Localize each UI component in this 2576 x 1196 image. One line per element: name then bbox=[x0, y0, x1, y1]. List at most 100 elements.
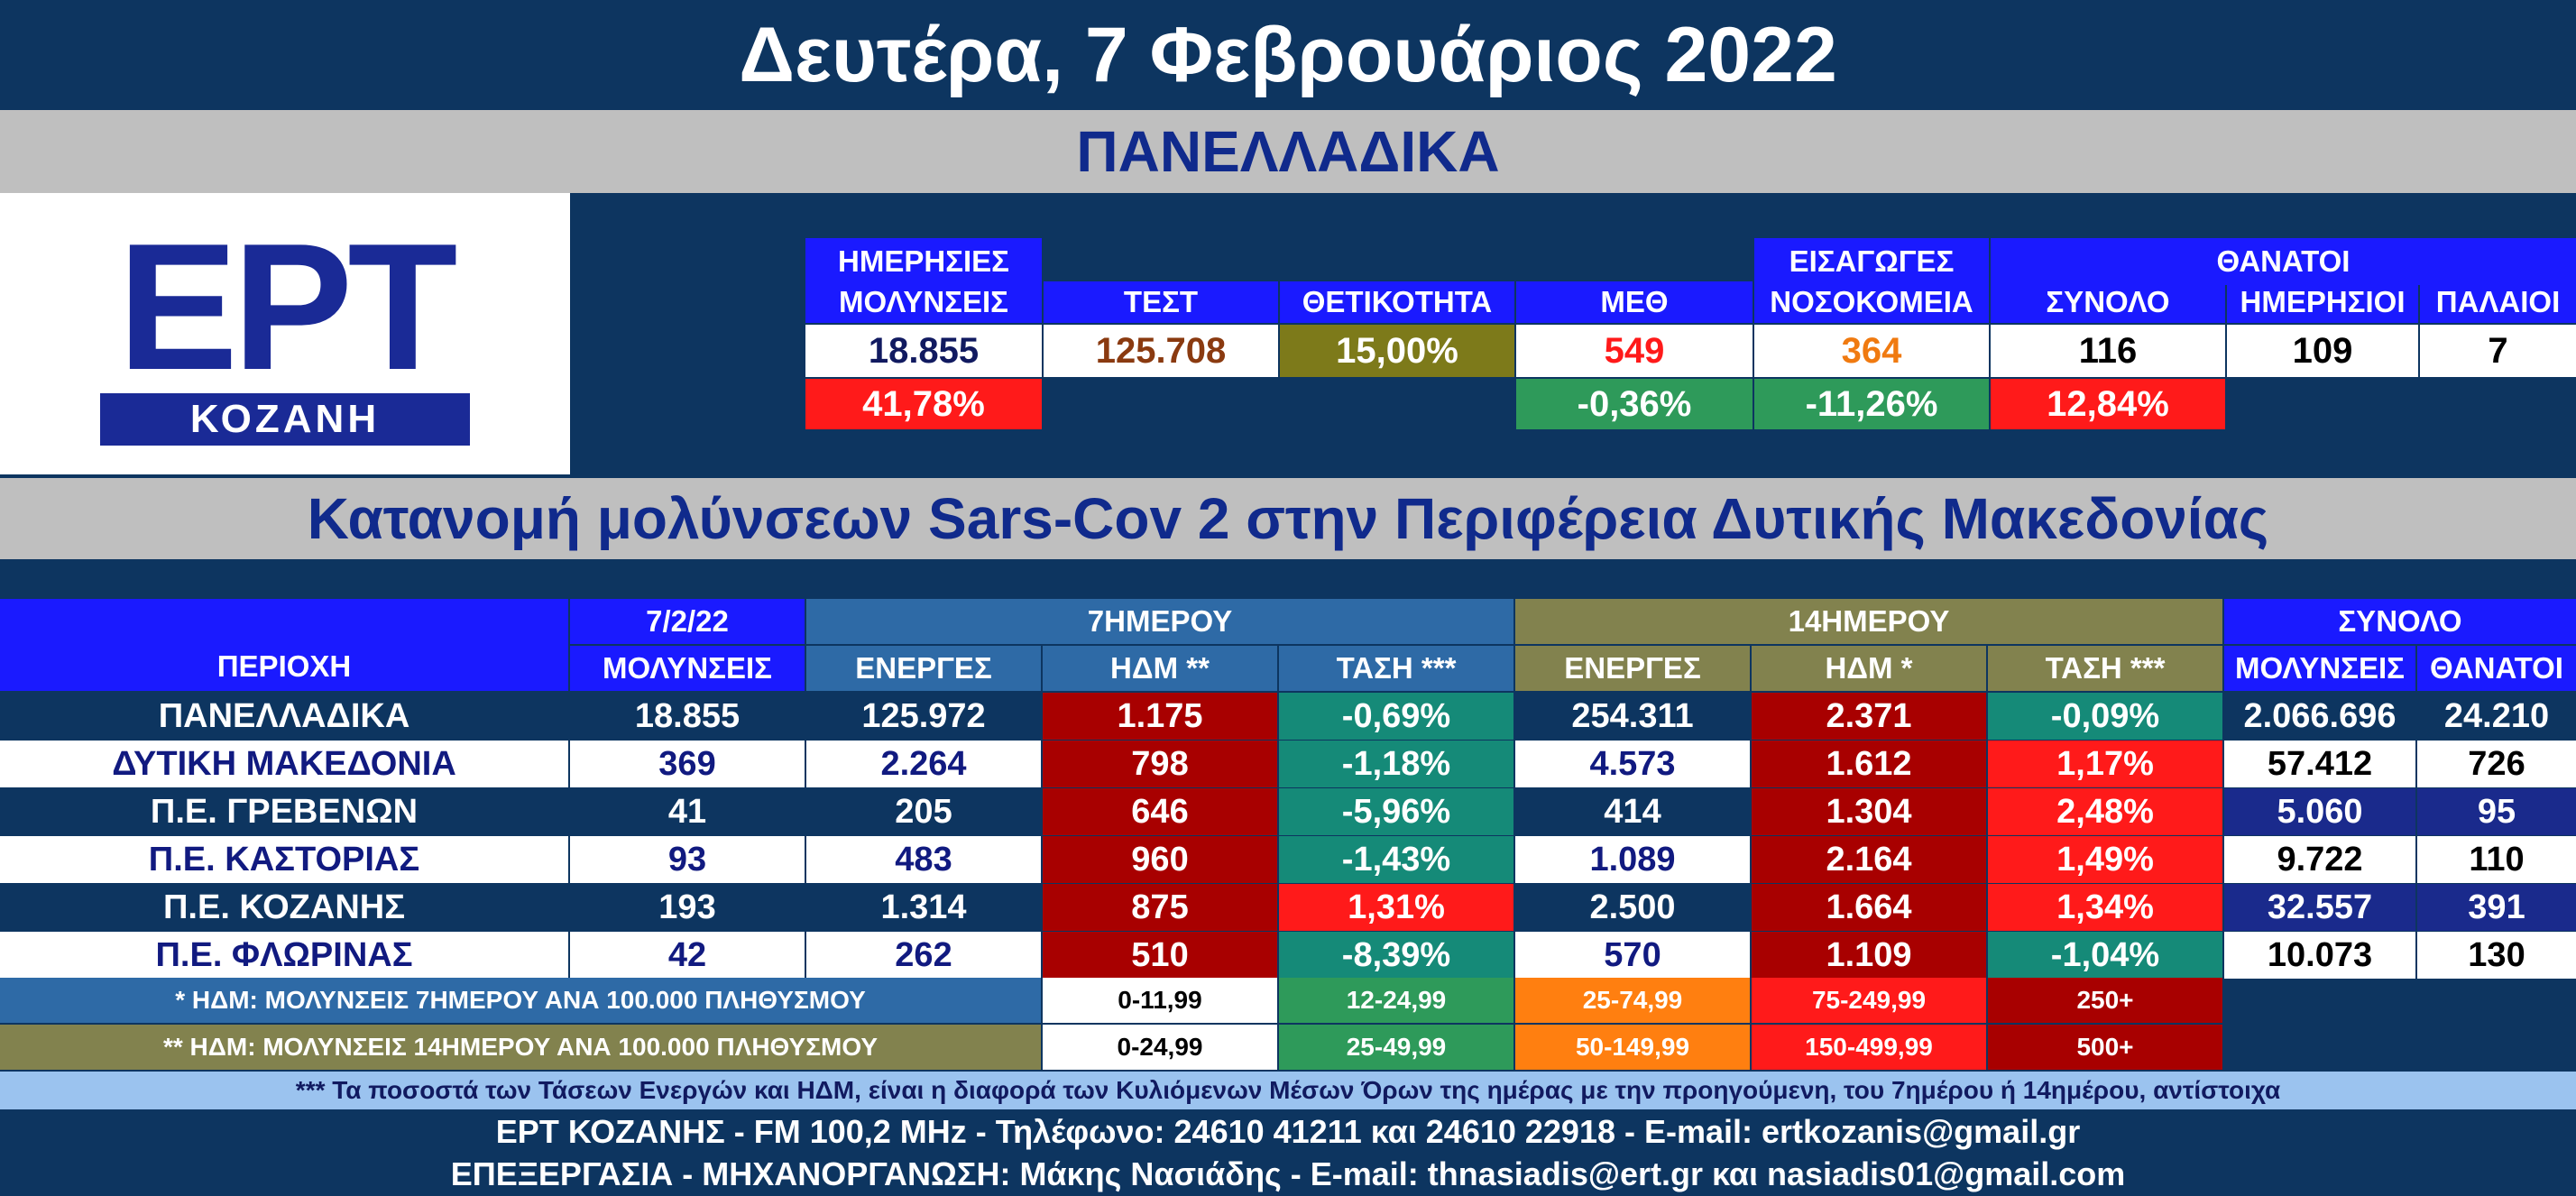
table-cell-day: 42 bbox=[570, 932, 805, 979]
val-deaths-old: 7 bbox=[2420, 325, 2576, 377]
footer-credits: ΕΠΕΞΕΡΓΑΣΙΑ - ΜΗΧΑΝΟΡΓΑΝΩΣΗ: Μάκης Νασιά… bbox=[450, 1155, 2126, 1192]
table-cell-dth: 110 bbox=[2417, 836, 2576, 883]
table-cell-inf: 5.060 bbox=[2224, 788, 2415, 835]
hdr-daily-2: ΜΟΛΥΝΣΕΙΣ bbox=[805, 281, 1042, 323]
val-test: 125.708 bbox=[1044, 325, 1278, 377]
table-cell-area: ΠΑΝΕΛΛΑΔΙΚΑ bbox=[0, 693, 568, 740]
national-band: ΠΑΝΕΛΛΑΔΙΚΑ bbox=[0, 110, 2576, 193]
hdr-deaths: ΘΑΝΑΤΟΙ bbox=[1991, 238, 2576, 285]
chg-icu: -0,36% bbox=[1516, 379, 1753, 429]
val-icu: 549 bbox=[1516, 325, 1753, 377]
logo-ept-text: ΕΡΤ bbox=[117, 207, 458, 408]
table-cell-n14: 2.164 bbox=[1752, 836, 1986, 883]
legend-range-r7: 75-249,99 bbox=[1752, 978, 1986, 1023]
table-cell-area: Π.Ε. ΦΛΩΡΙΝΑΣ bbox=[0, 932, 568, 979]
th-area: ΠΕΡΙΟΧΗ bbox=[0, 599, 568, 691]
ert-logo: ΕΡΤ ΚΟΖΑΝΗ bbox=[0, 193, 570, 474]
th-sum-deaths: ΘΑΝΑΤΟΙ bbox=[2417, 646, 2576, 691]
table-cell-a7: 205 bbox=[806, 788, 1041, 835]
table-cell-a14: 570 bbox=[1515, 932, 1750, 979]
table-cell-inf: 57.412 bbox=[2224, 741, 2415, 787]
th-infections: ΜΟΛΥΝΣΕΙΣ bbox=[570, 646, 805, 691]
val-positivity: 15,00% bbox=[1280, 325, 1514, 377]
table-cell-day: 41 bbox=[570, 788, 805, 835]
table-cell-inf: 32.557 bbox=[2224, 884, 2415, 931]
table-cell-n7: 960 bbox=[1043, 836, 1277, 883]
table-cell-t7: -5,96% bbox=[1279, 788, 1513, 835]
table-cell-area: Π.Ε. ΚΑΣΤΟΡΙΑΣ bbox=[0, 836, 568, 883]
chg-daily: 41,78% bbox=[805, 379, 1042, 429]
table-cell-area: ΔΥΤΙΚΗ ΜΑΚΕΔΟΝΙΑ bbox=[0, 741, 568, 787]
legend-range-r7: 12-24,99 bbox=[1279, 978, 1513, 1023]
table-cell-inf: 9.722 bbox=[2224, 836, 2415, 883]
table-cell-a14: 254.311 bbox=[1515, 693, 1750, 740]
hdr-daily-1: ΗΜΕΡΗΣΙΕΣ bbox=[805, 238, 1042, 285]
table-cell-t14: 2,48% bbox=[1988, 788, 2222, 835]
hdr-positivity: ΘΕΤΙΚΟΤΗΤΑ bbox=[1280, 281, 1514, 323]
legend-range-r14: 0-24,99 bbox=[1043, 1025, 1277, 1070]
table-cell-t7: -1,18% bbox=[1279, 741, 1513, 787]
table-cell-area: Π.Ε. ΚΟΖΑΝΗΣ bbox=[0, 884, 568, 931]
table-cell-a7: 262 bbox=[806, 932, 1041, 979]
th-ndm14: ΗΔΜ * bbox=[1752, 646, 1986, 691]
footer-contact: ΕΡΤ ΚΟΖΑΝΗΣ - FM 100,2 MHz - Τηλέφωνο: 2… bbox=[495, 1113, 2081, 1150]
legend-range-r7: 0-11,99 bbox=[1043, 978, 1277, 1023]
th-sum: ΣΥΝΟΛΟ bbox=[2224, 599, 2576, 644]
table-cell-a7: 483 bbox=[806, 836, 1041, 883]
table-cell-t7: -0,69% bbox=[1279, 693, 1513, 740]
th-ndm7: ΗΔΜ ** bbox=[1043, 646, 1277, 691]
legend-range-r14: 25-49,99 bbox=[1279, 1025, 1513, 1070]
table-cell-a7: 1.314 bbox=[806, 884, 1041, 931]
table-cell-a14: 1.089 bbox=[1515, 836, 1750, 883]
table-cell-area: Π.Ε. ΓΡΕΒΕΝΩΝ bbox=[0, 788, 568, 835]
trend-note: *** Τα ποσοστά των Τάσεων Ενεργών και ΗΔ… bbox=[0, 1072, 2576, 1109]
table-cell-t7: 1,31% bbox=[1279, 884, 1513, 931]
th-active14: ΕΝΕΡΓΕΣ bbox=[1515, 646, 1750, 691]
table-cell-day: 18.855 bbox=[570, 693, 805, 740]
table-cell-a14: 4.573 bbox=[1515, 741, 1750, 787]
table-cell-n7: 1.175 bbox=[1043, 693, 1277, 740]
legend-range-r7: 250+ bbox=[1988, 978, 2222, 1023]
table-cell-dth: 726 bbox=[2417, 741, 2576, 787]
val-deaths-total: 116 bbox=[1991, 325, 2225, 377]
table-cell-n7: 798 bbox=[1043, 741, 1277, 787]
table-cell-t14: 1,17% bbox=[1988, 741, 2222, 787]
table-cell-t7: -1,43% bbox=[1279, 836, 1513, 883]
th-active7: ΕΝΕΡΓΕΣ bbox=[806, 646, 1041, 691]
table-cell-n14: 1.664 bbox=[1752, 884, 1986, 931]
th-7day: 7ΗΜΕΡΟΥ bbox=[806, 599, 1513, 644]
hdr-deaths-daily: ΗΜΕΡΗΣΙΟΙ bbox=[2227, 281, 2418, 323]
table-cell-n14: 2.371 bbox=[1752, 693, 1986, 740]
logo-kozani-bar: ΚΟΖΑΝΗ bbox=[100, 393, 470, 446]
table-cell-t7: -8,39% bbox=[1279, 932, 1513, 979]
th-date: 7/2/22 bbox=[570, 599, 805, 644]
th-trend7: ΤΑΣΗ *** bbox=[1279, 646, 1513, 691]
val-daily: 18.855 bbox=[805, 325, 1042, 377]
hdr-icu: ΜΕΘ bbox=[1516, 281, 1753, 323]
th-trend14: ΤΑΣΗ *** bbox=[1988, 646, 2222, 691]
hdr-admissions-1: ΕΙΣΑΓΩΓΕΣ bbox=[1754, 238, 1989, 285]
val-deaths-daily: 109 bbox=[2227, 325, 2418, 377]
section-title: Κατανομή μολύνσεων Sars-Cov 2 στην Περιφ… bbox=[0, 478, 2576, 559]
legend-14day: ** ΗΔΜ: ΜΟΛΥΝΣΕΙΣ 14ΗΜΕΡΟΥ ΑΝΑ 100.000 Π… bbox=[0, 1025, 1041, 1070]
table-cell-day: 193 bbox=[570, 884, 805, 931]
table-cell-a14: 2.500 bbox=[1515, 884, 1750, 931]
th-sum-infections: ΜΟΛΥΝΣΕΙΣ bbox=[2224, 646, 2415, 691]
hdr-deaths-total: ΣΥΝΟΛΟ bbox=[1991, 281, 2225, 323]
legend-range-r7: 25-74,99 bbox=[1515, 978, 1750, 1023]
page-title: Δευτέρα, 7 Φεβρουάριος 2022 bbox=[739, 11, 1837, 98]
table-cell-dth: 24.210 bbox=[2417, 693, 2576, 740]
table-cell-n7: 646 bbox=[1043, 788, 1277, 835]
table-cell-t14: -0,09% bbox=[1988, 693, 2222, 740]
legend-7day: * ΗΔΜ: ΜΟΛΥΝΣΕΙΣ 7ΗΜΕΡΟΥ ΑΝΑ 100.000 ΠΛΗ… bbox=[0, 978, 1041, 1023]
table-cell-n14: 1.304 bbox=[1752, 788, 1986, 835]
table-cell-n7: 875 bbox=[1043, 884, 1277, 931]
hdr-test: ΤΕΣΤ bbox=[1044, 281, 1278, 323]
table-cell-n7: 510 bbox=[1043, 932, 1277, 979]
table-cell-t14: -1,04% bbox=[1988, 932, 2222, 979]
table-cell-dth: 391 bbox=[2417, 884, 2576, 931]
table-cell-dth: 130 bbox=[2417, 932, 2576, 979]
table-cell-a7: 2.264 bbox=[806, 741, 1041, 787]
table-cell-n14: 1.612 bbox=[1752, 741, 1986, 787]
table-cell-day: 369 bbox=[570, 741, 805, 787]
